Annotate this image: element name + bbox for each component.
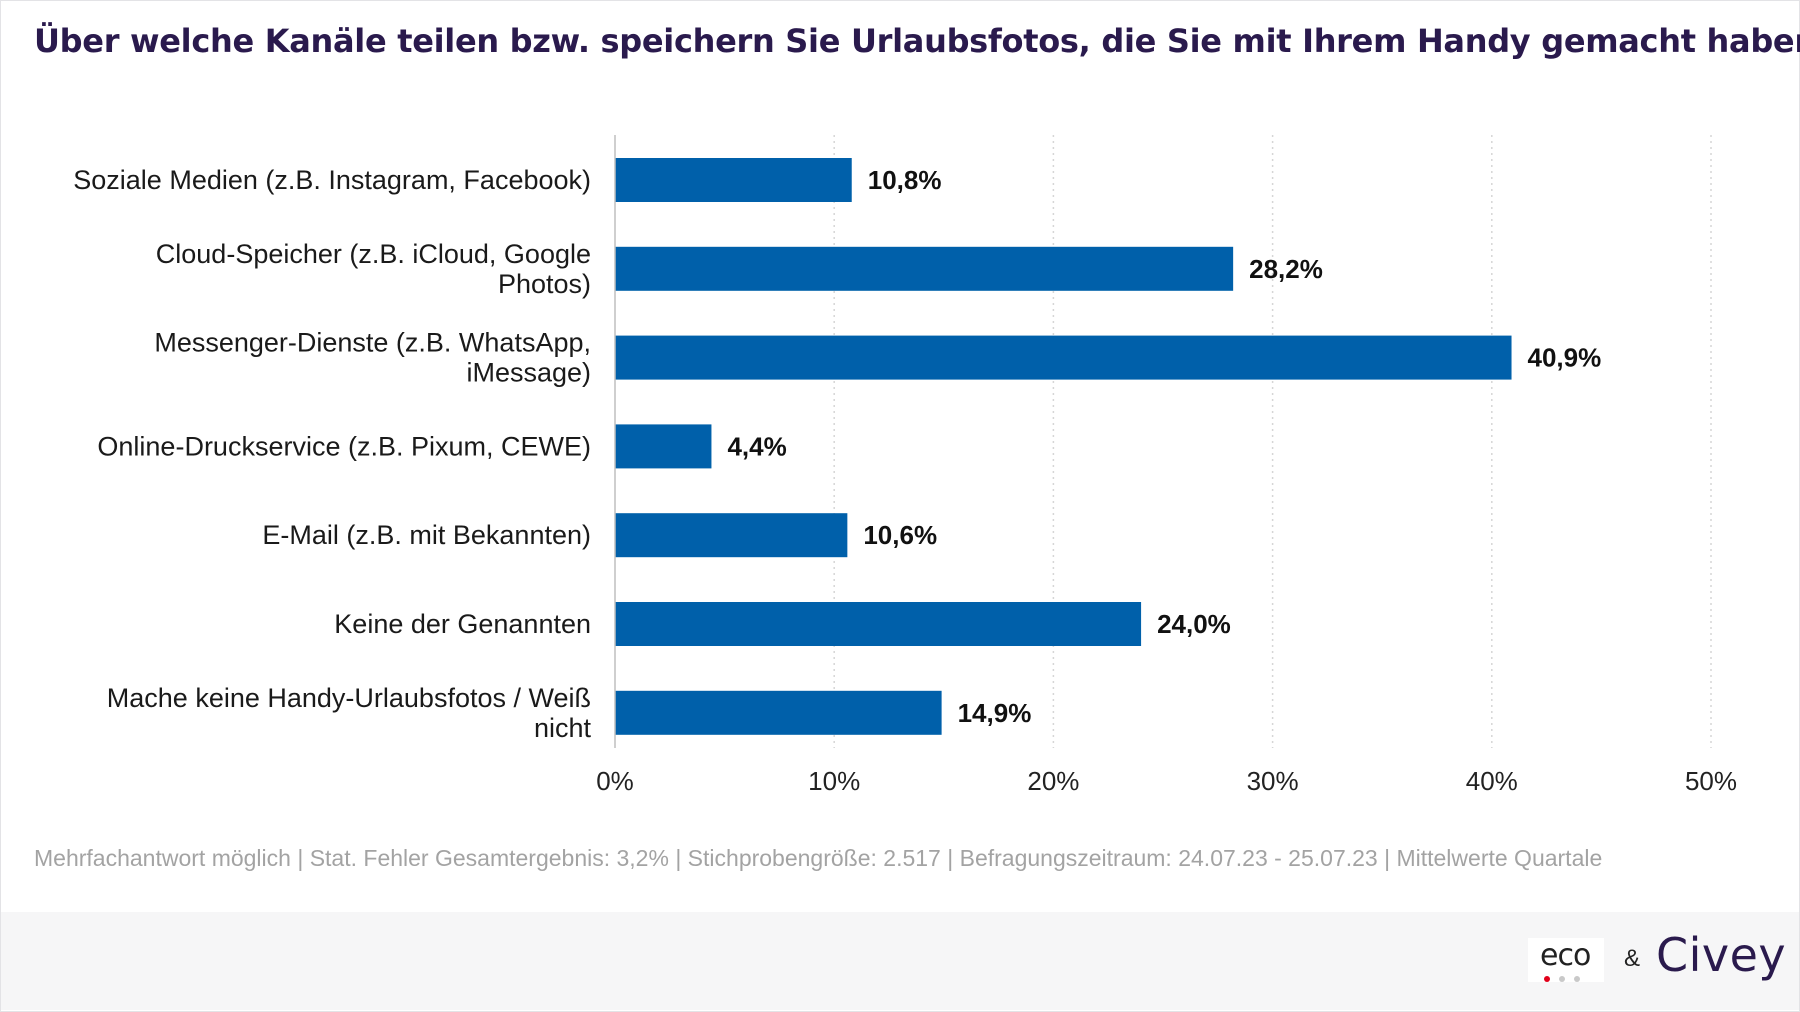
bar-value-label: 28,2% xyxy=(1249,254,1323,284)
bar-value-label: 24,0% xyxy=(1157,609,1231,639)
x-tick-label: 0% xyxy=(596,766,634,796)
x-tick-label: 20% xyxy=(1027,766,1079,796)
bar xyxy=(615,246,1234,291)
civey-logo: Civey xyxy=(1656,928,1787,982)
ampersand: & xyxy=(1624,945,1641,972)
bar xyxy=(615,690,942,735)
bar-value-label: 10,8% xyxy=(868,165,942,195)
eco-logo: eco xyxy=(1528,938,1604,982)
bar xyxy=(615,513,848,558)
bar-value-label: 4,4% xyxy=(727,431,786,461)
category-label: Soziale Medien (z.B. Instagram, Facebook… xyxy=(73,165,591,195)
bar-value-label: 40,9% xyxy=(1528,343,1602,373)
chart-title: Über welche Kanäle teilen bzw. speichern… xyxy=(34,22,1800,60)
footnote: Mehrfachantwort möglich | Stat. Fehler G… xyxy=(34,845,1603,871)
category-label: Cloud-Speicher (z.B. iCloud, Google xyxy=(156,239,591,269)
category-label: E-Mail (z.B. mit Bekannten) xyxy=(262,520,591,550)
footer-bar xyxy=(1,912,1799,1010)
bar xyxy=(615,335,1512,380)
eco-logo-dots xyxy=(1544,969,1589,987)
bar xyxy=(615,424,712,469)
x-tick-label: 10% xyxy=(808,766,860,796)
eco-logo-text: eco xyxy=(1540,938,1591,973)
bar xyxy=(615,158,852,202)
bar-value-label: 14,9% xyxy=(958,698,1032,728)
bar-chart: 0% 10% 20% 30% 40% 50% 10,8% Soziale Medien (z.… xyxy=(73,135,1737,796)
category-label: Online-Druckservice (z.B. Pixum, CEWE) xyxy=(97,431,591,461)
bar-value-label: 10,6% xyxy=(863,520,937,550)
bar xyxy=(615,602,1142,646)
category-label: iMessage) xyxy=(466,358,591,388)
x-tick-label: 50% xyxy=(1685,766,1737,796)
x-tick-label: 30% xyxy=(1247,766,1299,796)
category-label: Photos) xyxy=(498,269,591,299)
category-label: Messenger-Dienste (z.B. WhatsApp, xyxy=(154,328,591,358)
x-tick-label: 40% xyxy=(1466,766,1518,796)
category-label: Keine der Genannten xyxy=(334,609,591,639)
category-label: Mache keine Handy-Urlaubsfotos / Weiß xyxy=(107,683,591,713)
category-label: nicht xyxy=(534,713,592,743)
